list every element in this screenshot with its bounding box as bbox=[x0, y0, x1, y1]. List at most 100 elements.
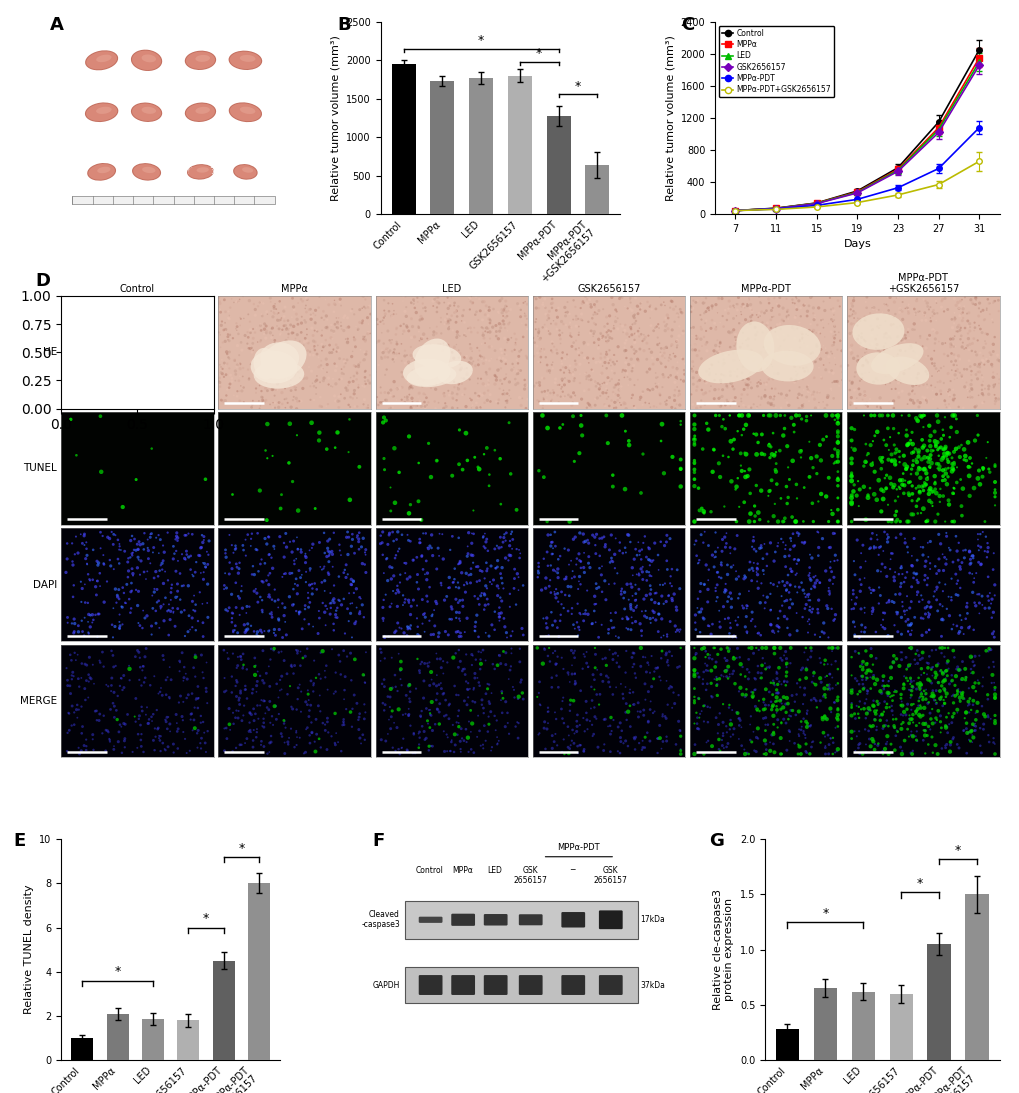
Point bbox=[789, 389, 805, 407]
Point bbox=[568, 332, 584, 350]
Point bbox=[634, 559, 650, 576]
Point bbox=[243, 355, 259, 373]
Point bbox=[571, 324, 587, 341]
Point bbox=[963, 455, 979, 472]
Point bbox=[450, 714, 467, 731]
Point bbox=[767, 407, 784, 424]
Point bbox=[924, 483, 941, 501]
Point bbox=[408, 362, 424, 379]
Point bbox=[367, 363, 383, 380]
Point bbox=[82, 648, 98, 666]
Point bbox=[906, 321, 922, 339]
Point bbox=[575, 645, 591, 662]
Point bbox=[614, 362, 631, 379]
Point bbox=[438, 305, 454, 322]
Point bbox=[239, 526, 256, 543]
Point bbox=[858, 685, 874, 703]
Point bbox=[861, 480, 877, 497]
Point bbox=[155, 337, 171, 354]
Point bbox=[741, 407, 757, 424]
Point bbox=[111, 538, 127, 555]
Point bbox=[423, 607, 439, 624]
Point bbox=[950, 299, 966, 317]
Point bbox=[950, 299, 966, 317]
Point bbox=[114, 498, 130, 516]
Point bbox=[376, 461, 392, 479]
Point bbox=[546, 704, 562, 721]
Point bbox=[580, 313, 596, 330]
Point bbox=[238, 598, 255, 615]
Point bbox=[407, 744, 423, 762]
Point bbox=[900, 295, 916, 313]
Point bbox=[858, 669, 874, 686]
Point bbox=[878, 420, 895, 437]
Point bbox=[592, 366, 608, 384]
Point bbox=[530, 557, 546, 575]
Point bbox=[643, 647, 659, 665]
Point bbox=[960, 304, 976, 321]
Point bbox=[250, 627, 266, 645]
Point bbox=[297, 647, 313, 665]
Point bbox=[791, 671, 807, 689]
Point bbox=[729, 527, 745, 544]
Point bbox=[219, 331, 235, 349]
Point bbox=[409, 597, 425, 614]
Point bbox=[881, 289, 898, 306]
Point bbox=[418, 729, 434, 747]
Point bbox=[794, 371, 810, 388]
Point bbox=[876, 740, 893, 757]
Point bbox=[918, 376, 934, 393]
Point bbox=[336, 681, 353, 698]
Point bbox=[974, 459, 990, 477]
Point bbox=[841, 381, 857, 399]
Point bbox=[948, 473, 964, 491]
Point bbox=[409, 393, 425, 411]
Point bbox=[163, 579, 179, 597]
Point bbox=[860, 364, 876, 381]
Point bbox=[951, 607, 967, 624]
Point bbox=[176, 550, 193, 567]
Point bbox=[945, 615, 961, 633]
Point bbox=[231, 589, 248, 607]
Point bbox=[430, 540, 446, 557]
Point bbox=[327, 663, 343, 681]
Point bbox=[255, 392, 271, 410]
Point bbox=[928, 460, 945, 478]
Point bbox=[568, 360, 584, 377]
Point bbox=[823, 643, 840, 660]
Point bbox=[570, 619, 586, 636]
Point bbox=[413, 366, 429, 384]
Point bbox=[373, 731, 389, 749]
Point bbox=[101, 333, 117, 351]
Point bbox=[135, 657, 151, 674]
Point bbox=[103, 295, 119, 313]
Point bbox=[462, 301, 478, 318]
Point bbox=[301, 615, 317, 633]
Point bbox=[793, 442, 809, 459]
Point bbox=[737, 329, 753, 346]
Point bbox=[492, 352, 508, 369]
Point bbox=[710, 407, 727, 424]
Point bbox=[899, 695, 915, 713]
Point bbox=[627, 540, 643, 557]
Point bbox=[245, 341, 261, 359]
Point bbox=[572, 374, 588, 391]
Point bbox=[921, 561, 937, 578]
Point bbox=[540, 577, 556, 595]
Point bbox=[709, 725, 726, 742]
Point bbox=[784, 508, 800, 526]
Point bbox=[826, 653, 843, 670]
Point bbox=[625, 644, 641, 661]
Point bbox=[795, 381, 811, 399]
Point bbox=[698, 414, 714, 432]
Point bbox=[959, 337, 975, 354]
Point bbox=[430, 336, 446, 353]
Point bbox=[899, 436, 915, 454]
Point bbox=[843, 684, 859, 702]
Point bbox=[404, 371, 420, 388]
Point bbox=[616, 732, 633, 750]
Point bbox=[406, 726, 422, 743]
Point bbox=[626, 656, 642, 673]
Point bbox=[414, 717, 430, 734]
Point bbox=[156, 387, 172, 404]
